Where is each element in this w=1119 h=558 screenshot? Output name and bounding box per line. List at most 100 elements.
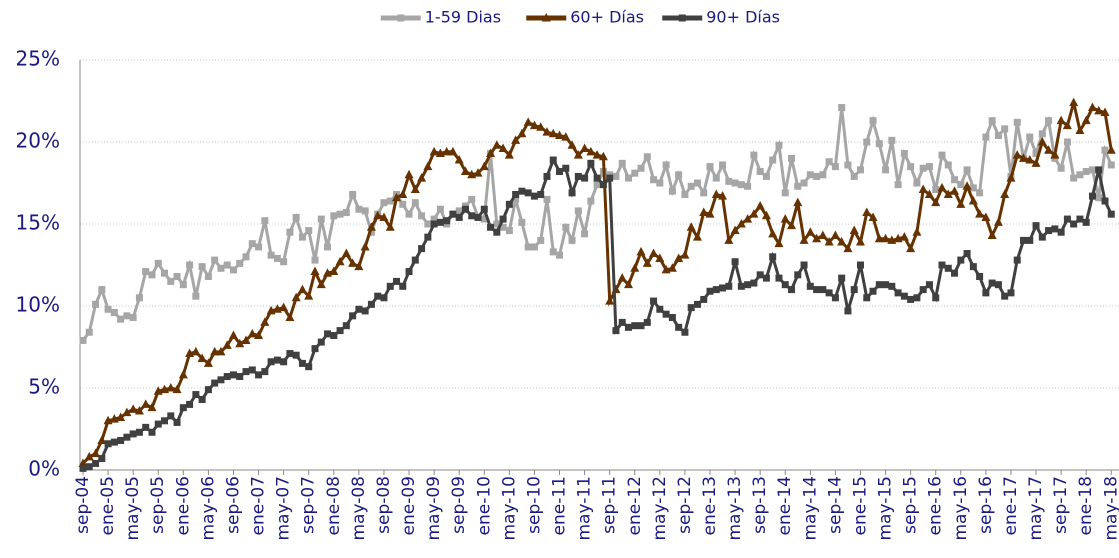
point xyxy=(938,151,946,159)
point xyxy=(147,402,157,412)
point xyxy=(587,159,595,167)
point xyxy=(800,179,808,187)
point xyxy=(186,261,194,269)
point xyxy=(397,14,405,22)
point xyxy=(480,205,488,213)
point xyxy=(235,338,245,348)
point xyxy=(794,271,802,279)
point xyxy=(311,345,319,353)
point xyxy=(1007,289,1015,297)
point xyxy=(737,181,745,189)
point xyxy=(963,166,971,174)
point xyxy=(686,222,696,231)
x-tick-label: may-09 xyxy=(424,476,444,541)
point xyxy=(793,197,803,207)
point xyxy=(1012,150,1022,159)
point xyxy=(336,210,344,218)
point xyxy=(285,312,295,321)
point xyxy=(912,227,922,236)
point xyxy=(354,261,364,271)
point xyxy=(743,214,753,223)
x-tick-label: ene-11 xyxy=(550,476,570,535)
point xyxy=(913,179,921,187)
point xyxy=(988,117,996,125)
point xyxy=(599,181,607,189)
point xyxy=(1063,138,1071,146)
point xyxy=(788,154,796,162)
point xyxy=(668,313,676,321)
y-tick-label: 15% xyxy=(16,211,60,235)
point xyxy=(392,192,401,202)
point xyxy=(968,196,978,205)
point xyxy=(888,136,896,144)
point xyxy=(951,269,959,277)
point xyxy=(342,209,350,217)
point xyxy=(1087,102,1097,112)
point xyxy=(1031,158,1041,167)
point xyxy=(675,171,683,179)
point xyxy=(881,233,891,243)
point xyxy=(298,233,306,241)
point xyxy=(950,186,960,195)
point xyxy=(706,163,714,171)
line xyxy=(82,156,1113,470)
point xyxy=(962,181,972,190)
point xyxy=(518,218,526,226)
point xyxy=(813,286,821,294)
point xyxy=(1076,171,1084,179)
y-tick-label: 25% xyxy=(16,47,60,71)
point xyxy=(1032,149,1040,157)
point xyxy=(618,159,626,167)
point xyxy=(148,271,156,279)
x-tick-label: sep-08 xyxy=(374,476,394,534)
point xyxy=(1057,228,1065,236)
point xyxy=(280,358,288,366)
point xyxy=(681,328,689,336)
point xyxy=(79,464,87,472)
point xyxy=(813,172,821,180)
point xyxy=(85,328,93,336)
point xyxy=(335,256,345,266)
point xyxy=(336,327,344,335)
point xyxy=(430,215,438,223)
point xyxy=(957,256,965,264)
point xyxy=(705,209,715,218)
point xyxy=(819,171,827,179)
point xyxy=(355,205,363,213)
point xyxy=(142,268,150,276)
point xyxy=(543,195,551,203)
point xyxy=(1100,107,1110,116)
point xyxy=(310,266,320,276)
point xyxy=(523,117,533,126)
point xyxy=(568,189,576,197)
point xyxy=(868,212,878,221)
point xyxy=(504,150,514,159)
point xyxy=(1088,166,1096,174)
point xyxy=(982,133,990,141)
point xyxy=(267,358,275,366)
point xyxy=(568,236,576,244)
point xyxy=(135,294,143,302)
series xyxy=(78,97,1116,467)
point xyxy=(1063,215,1071,223)
point xyxy=(650,176,658,184)
point xyxy=(217,264,225,272)
point xyxy=(423,161,433,171)
point xyxy=(768,228,778,238)
point xyxy=(386,197,394,205)
point xyxy=(455,213,463,221)
point xyxy=(1101,146,1109,154)
point xyxy=(204,272,212,280)
x-tick-label: may-06 xyxy=(198,476,218,541)
point xyxy=(97,435,107,444)
point xyxy=(304,291,314,300)
point xyxy=(700,189,708,197)
point xyxy=(787,220,797,230)
point xyxy=(618,318,626,326)
point xyxy=(1013,256,1021,264)
point xyxy=(781,189,789,197)
point xyxy=(837,237,847,246)
point xyxy=(1094,105,1104,115)
point xyxy=(706,287,714,295)
